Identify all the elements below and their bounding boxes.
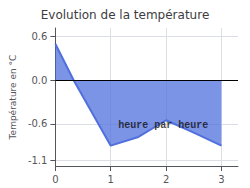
svg-text:-1.1: -1.1 [28,155,48,166]
svg-text:Evolution de la température: Evolution de la température [41,8,210,22]
svg-text:-0.6: -0.6 [28,118,48,129]
svg-text:0.0: 0.0 [32,75,48,86]
svg-text:0: 0 [52,174,58,185]
svg-text:2: 2 [163,174,169,185]
svg-text:3: 3 [218,174,224,185]
svg-text:heure par heure: heure par heure [118,120,208,131]
svg-text:Température en °C: Température en °C [8,55,18,141]
svg-text:1: 1 [108,174,114,185]
svg-text:0.6: 0.6 [32,31,48,42]
